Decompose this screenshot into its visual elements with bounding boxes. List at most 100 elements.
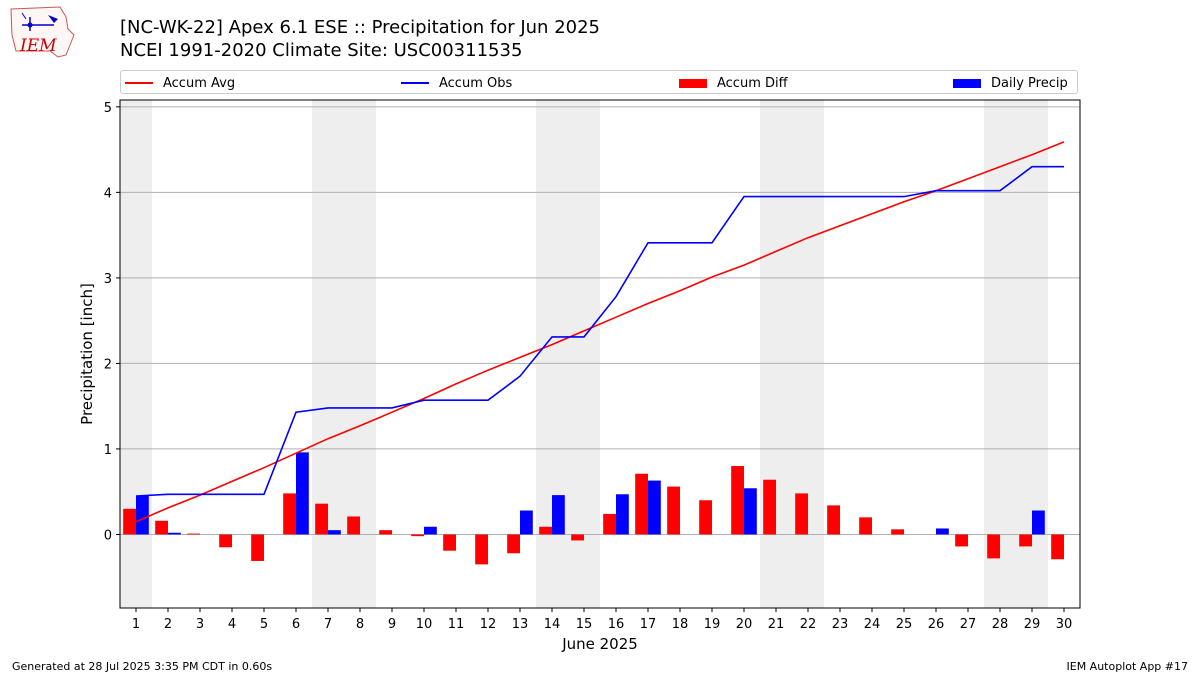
x-tick-label: 22	[800, 617, 817, 632]
accum-diff-bar	[1019, 534, 1032, 547]
x-tick-label: 17	[640, 617, 657, 632]
accum-diff-bar	[219, 534, 232, 548]
x-tick-label: 2	[164, 617, 172, 632]
weekend-band	[568, 100, 600, 608]
x-tick-label: 18	[672, 617, 689, 632]
x-tick-label: 29	[1024, 617, 1041, 632]
accum-diff-bar	[347, 516, 360, 535]
legend-label: Daily Precip	[991, 75, 1068, 91]
y-tick-label: 3	[104, 272, 112, 287]
daily-precip-bar	[168, 532, 181, 535]
accum-diff-bar	[507, 534, 520, 554]
accum-diff-bar	[123, 508, 136, 535]
daily-precip-bar	[648, 480, 661, 535]
footer-generated: Generated at 28 Jul 2025 3:35 PM CDT in …	[12, 660, 273, 673]
accum-diff-bar	[955, 534, 968, 547]
x-tick-label: 23	[832, 617, 849, 632]
chart-title: [NC-WK-22] Apex 6.1 ESE :: Precipitation…	[120, 17, 600, 38]
legend-label: Accum Diff	[717, 75, 788, 91]
legend: Accum Avg Accum Obs Accum Diff Daily Pre…	[120, 70, 1078, 94]
accum-diff-bar	[795, 493, 808, 535]
legend-swatch	[953, 78, 981, 88]
daily-precip-bar	[744, 488, 757, 535]
x-axis-label: June 2025	[561, 635, 638, 653]
accum-diff-bar	[763, 479, 776, 535]
daily-precip-bar	[1032, 510, 1045, 535]
y-tick-label: 4	[104, 186, 112, 201]
accum-diff-bar	[411, 534, 424, 537]
x-tick-label: 12	[480, 617, 497, 632]
x-tick-label: 7	[324, 617, 332, 632]
accum-diff-bar	[475, 534, 488, 565]
chart-subtitle: NCEI 1991-2020 Climate Site: USC00311535	[120, 40, 523, 61]
x-tick-label: 14	[544, 617, 561, 632]
x-tick-label: 20	[736, 617, 753, 632]
legend-label: Accum Avg	[163, 75, 236, 91]
daily-precip-bar	[616, 494, 629, 535]
x-tick-label: 9	[388, 617, 396, 632]
y-tick-label: 1	[104, 443, 112, 458]
weekend-band	[984, 100, 1016, 608]
accum-diff-bar	[539, 526, 552, 535]
accum-diff-bar	[891, 529, 904, 535]
x-tick-label: 19	[704, 617, 721, 632]
x-tick-label: 1	[132, 617, 140, 632]
x-tick-label: 6	[292, 617, 300, 632]
accum-diff-bar	[987, 534, 1000, 559]
accum-avg-line	[135, 141, 1065, 523]
y-axis-label: Precipitation [inch]	[78, 283, 96, 425]
accum-diff-bar	[187, 533, 200, 535]
legend-item-daily-precip: Daily Precip	[953, 74, 1068, 92]
legend-item-accum-avg: Accum Avg	[125, 74, 235, 92]
legend-item-accum-diff: Accum Diff	[679, 74, 788, 92]
accum-diff-bar	[443, 534, 456, 551]
x-tick-label: 24	[864, 617, 881, 632]
accum-diff-bar	[603, 513, 616, 535]
x-tick-label: 8	[356, 617, 364, 632]
x-tick-label: 25	[896, 617, 913, 632]
legend-swatch	[125, 82, 153, 84]
legend-swatch	[679, 78, 707, 88]
accum-diff-bar	[635, 473, 648, 535]
accum-diff-bar	[731, 466, 744, 535]
iem-logo: IEM	[8, 5, 80, 59]
x-tick-label: 13	[512, 617, 529, 632]
accum-diff-bar	[379, 530, 392, 535]
daily-precip-bar	[552, 495, 565, 535]
accum-diff-bar	[699, 500, 712, 535]
daily-precip-bar	[328, 530, 341, 535]
x-tick-label: 5	[260, 617, 268, 632]
x-tick-label: 21	[768, 617, 785, 632]
x-tick-label: 4	[228, 617, 236, 632]
daily-precip-bar	[520, 510, 533, 535]
daily-precip-bar	[936, 528, 949, 535]
accum-diff-bar	[1051, 534, 1064, 560]
x-tick-label: 28	[992, 617, 1009, 632]
x-tick-label: 10	[416, 617, 433, 632]
y-tick-label: 2	[104, 357, 112, 372]
plot-frame	[119, 99, 1081, 609]
legend-item-accum-obs: Accum Obs	[401, 74, 512, 92]
daily-precip-bar	[136, 495, 149, 535]
legend-swatch	[401, 82, 429, 84]
x-tick-label: 16	[608, 617, 625, 632]
x-tick-label: 26	[928, 617, 945, 632]
footer-app: IEM Autoplot App #17	[1066, 660, 1189, 673]
accum-diff-bar	[315, 503, 328, 535]
accum-diff-bar	[859, 517, 872, 535]
accum-diff-bar	[155, 520, 168, 535]
daily-precip-bar	[424, 526, 437, 535]
accum-diff-bar	[571, 534, 584, 541]
x-tick-label: 30	[1056, 617, 1073, 632]
x-tick-label: 11	[448, 617, 465, 632]
logo-text: IEM	[19, 36, 57, 56]
daily-precip-bar	[296, 452, 309, 535]
y-tick-label: 0	[104, 528, 112, 543]
accum-diff-bar	[251, 534, 264, 561]
accum-diff-bar	[827, 505, 840, 535]
accum-diff-bar	[283, 493, 296, 535]
x-tick-label: 27	[960, 617, 977, 632]
x-tick-label: 15	[576, 617, 593, 632]
y-tick-label: 5	[104, 101, 112, 116]
